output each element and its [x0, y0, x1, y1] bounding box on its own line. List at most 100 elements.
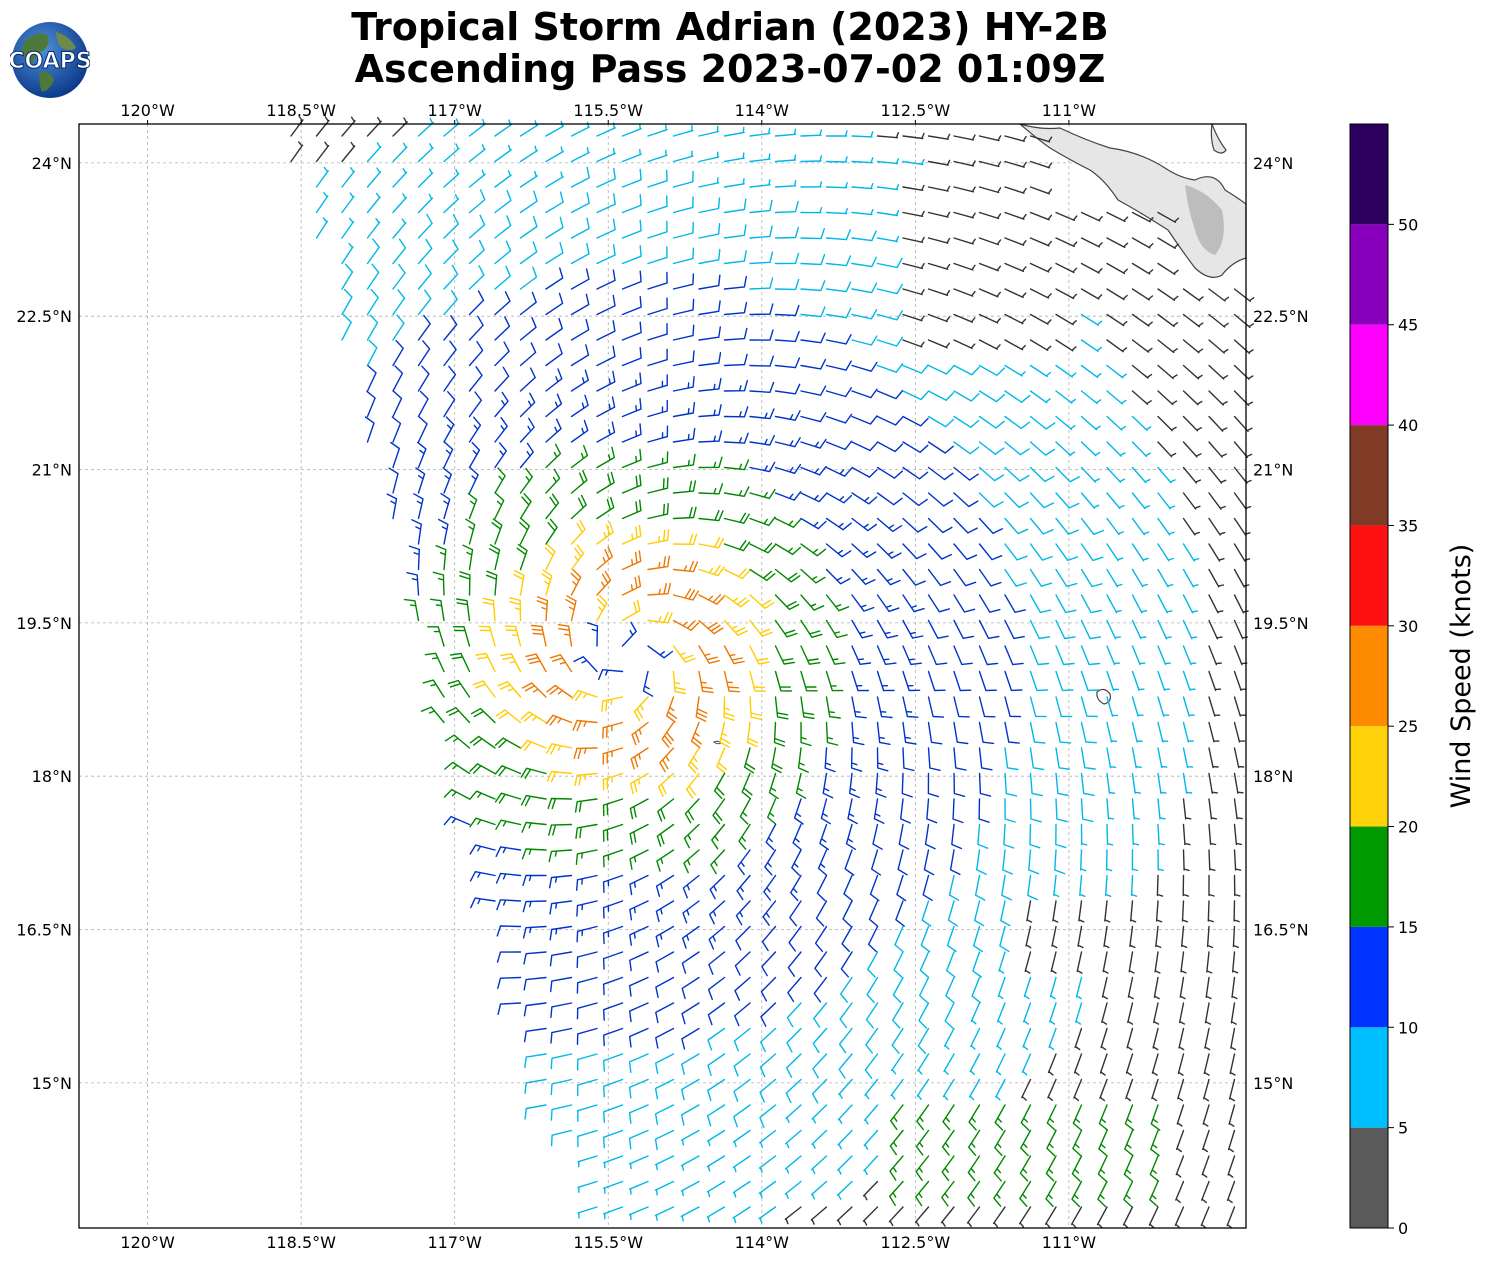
wind-barb-466: [1106, 466, 1126, 483]
wind-barb-132: [545, 216, 564, 239]
wind-barb-1251: [785, 1129, 802, 1149]
wind-barb-1318: [1175, 1180, 1185, 1203]
wind-barb-905: [765, 823, 777, 851]
wind-barb-127: [417, 213, 433, 239]
wind-barb-18: [749, 127, 771, 137]
wind-barb-1309: [941, 1180, 955, 1207]
wind-barb-948: [1105, 849, 1113, 872]
wind-barbs: [290, 115, 1255, 1229]
wind-barb-320: [927, 364, 955, 375]
wind-barb-1141: [812, 1027, 828, 1053]
wind-barb-1244: [603, 1129, 624, 1149]
wind-barb-1276: [758, 1155, 777, 1174]
wind-barb-792: [1055, 721, 1072, 744]
wind-barb-459: [927, 466, 954, 481]
wind-barb-903: [711, 823, 726, 850]
lat-tick-label-right-0: 24°N: [1253, 154, 1293, 173]
wind-barb-233: [519, 291, 537, 316]
wind-barb-352: [851, 388, 878, 399]
wind-barb-42: [596, 147, 616, 163]
wind-barb-672: [427, 626, 445, 647]
lat-tick-label-left-0: 24°N: [32, 154, 72, 173]
wind-barb-431: [1080, 441, 1101, 457]
wind-barb-877: [847, 798, 858, 825]
wind-barb-1272: [654, 1155, 675, 1171]
wind-barb-250: [953, 313, 976, 323]
wind-barb-467: [1131, 466, 1151, 484]
wind-barb-182: [978, 262, 1002, 272]
wind-barb-765: [1182, 696, 1195, 717]
wind-barb-386: [825, 413, 853, 424]
wind-barb-1201: [916, 1078, 930, 1100]
wind-barb-477: [519, 467, 533, 494]
wind-barb-312: [723, 353, 748, 367]
wind-barb-629: [1004, 594, 1026, 613]
wind-barb-1073: [523, 976, 547, 991]
colorbar-bin-45-50: [1350, 224, 1388, 325]
wind-barb-530: [1004, 517, 1029, 535]
wind-barb-1168: [786, 1053, 802, 1078]
wind-barb-73: [647, 169, 668, 188]
wind-barb-562: [978, 543, 1003, 561]
wind-barb-644: [536, 596, 549, 622]
lon-tick-label-top-6: 111°W: [1042, 101, 1097, 120]
wind-barb-1300: [706, 1180, 726, 1198]
wind-barb-1034: [1025, 925, 1032, 949]
wind-barb-47: [723, 152, 745, 163]
wind-barb-592: [902, 568, 926, 586]
wind-barb-108: [800, 207, 823, 214]
wind-barb-996: [789, 900, 802, 927]
wind-barb-391: [953, 415, 980, 428]
wind-barb-735: [1233, 670, 1247, 692]
wind-barb-241: [723, 301, 748, 316]
wind-barb-53: [876, 158, 900, 165]
wind-barb-457: [876, 466, 903, 479]
wind-barb-660: [953, 619, 975, 639]
wind-barb-332: [1233, 364, 1254, 380]
wind-barb-1121: [1023, 1002, 1032, 1025]
wind-barb-32: [341, 141, 356, 163]
wind-barb-316: [825, 360, 852, 371]
wind-barb-1095: [1101, 976, 1108, 1000]
wind-barb-140: [749, 225, 773, 239]
wind-barb-164: [519, 241, 538, 265]
wind-barb-716: [749, 670, 767, 692]
wind-barb-968: [843, 874, 853, 902]
wind-barb-1268: [1227, 1129, 1236, 1153]
wind-barb-306: [570, 344, 590, 367]
wind-barb-128: [443, 214, 459, 239]
wind-barb-665: [1080, 619, 1102, 640]
wind-barb-930: [629, 849, 649, 870]
wind-barb-857: [1131, 772, 1141, 794]
wind-barb-783: [825, 721, 839, 746]
wind-barb-495: [978, 492, 1004, 508]
wind-barb-944: [1002, 849, 1014, 875]
lon-tick-label-bottom-2: 117°W: [428, 1233, 483, 1252]
wind-barb-1295: [577, 1180, 598, 1193]
wind-barb-370: [417, 390, 429, 418]
wind-barb-937: [817, 849, 828, 876]
wind-barb-1263: [1098, 1129, 1108, 1157]
wind-barb-251: [978, 313, 1001, 324]
wind-barb-1002: [947, 900, 958, 927]
wind-barb-35: [417, 143, 434, 163]
wind-barb-532: [1055, 517, 1079, 535]
wind-barb-1110: [734, 1002, 751, 1027]
wind-barb-21: [825, 130, 848, 137]
wind-barb-568: [1131, 543, 1149, 562]
wind-barb-1003: [974, 900, 985, 927]
wind-barb-707: [500, 653, 522, 673]
wind-barb-1119: [970, 1002, 981, 1025]
wind-barb-144: [851, 230, 877, 242]
wind-barb-859: [1182, 772, 1193, 794]
wind-barb-1106: [629, 1002, 649, 1023]
wind-barb-84: [927, 185, 951, 192]
wind-barb-689: [876, 645, 897, 665]
wind-barb-118: [1055, 211, 1078, 222]
wind-barb-552: [723, 540, 751, 552]
wind-barb-63: [392, 167, 408, 188]
wind-barb-93: [417, 193, 434, 214]
wind-barb-1193: [707, 1078, 726, 1102]
wind-barb-1229: [916, 1104, 930, 1131]
wind-barb-417: [723, 432, 749, 444]
